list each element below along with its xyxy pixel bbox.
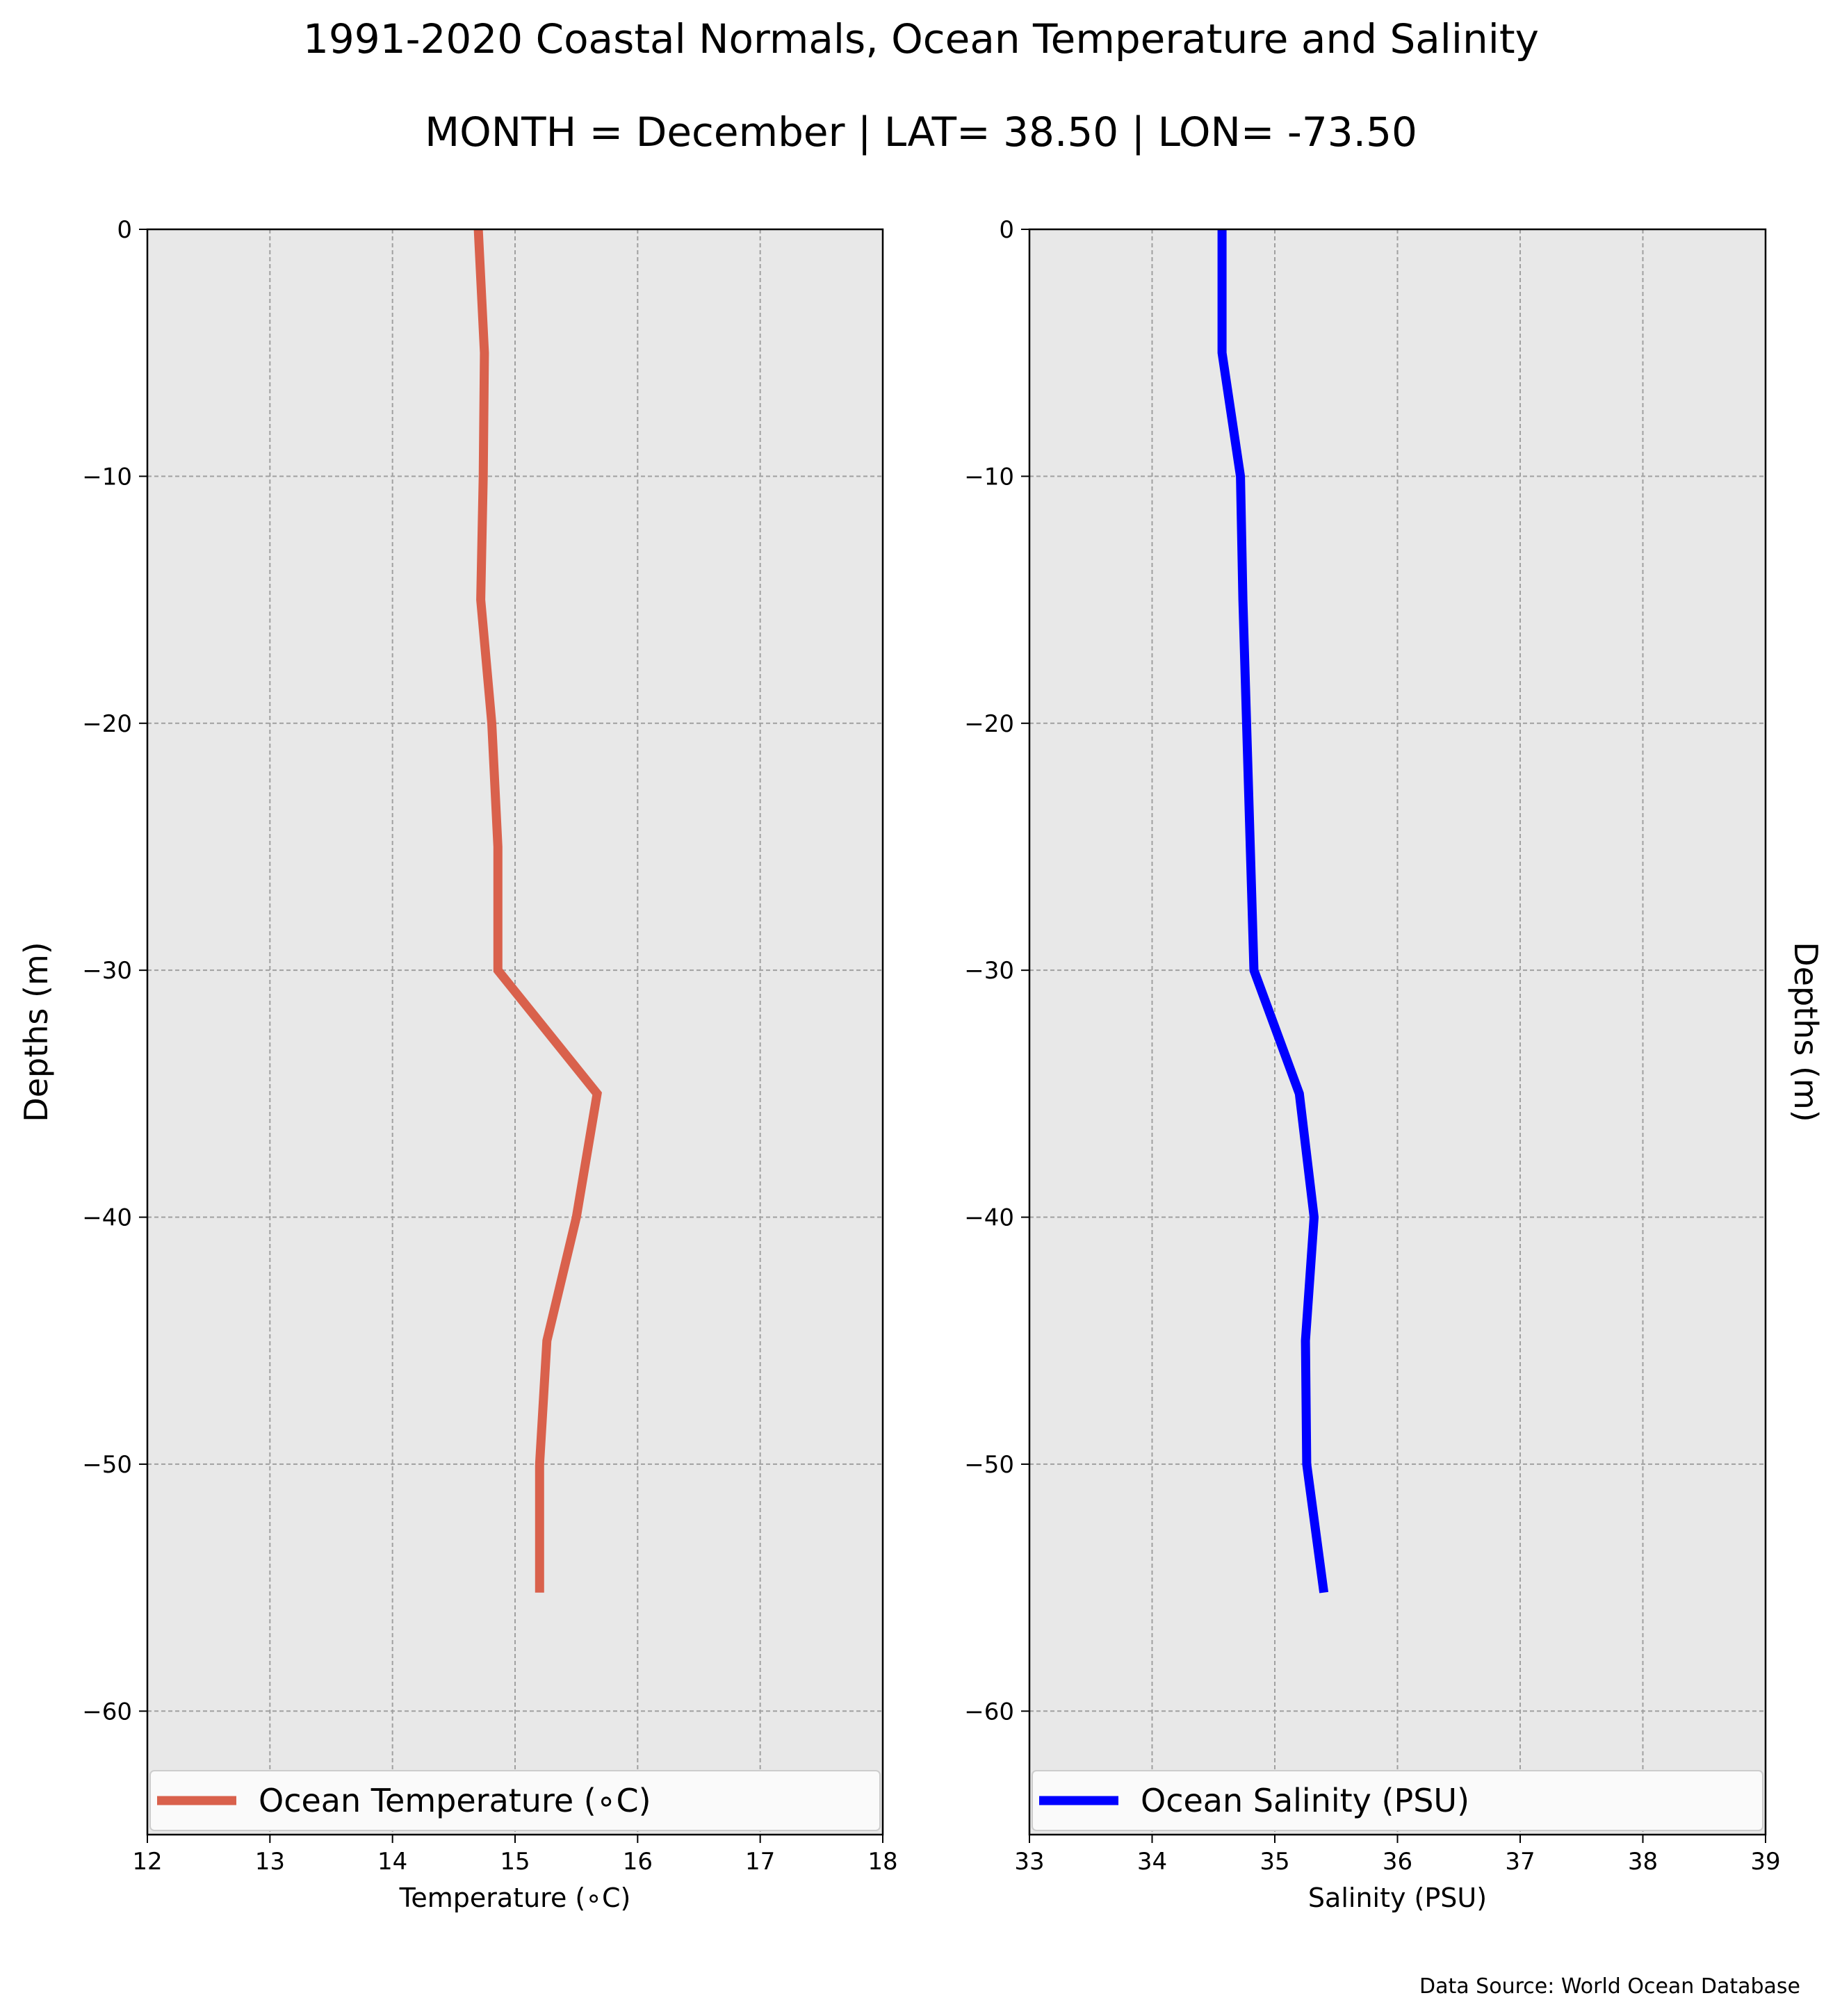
x-tick-label: 15 — [500, 1848, 530, 1876]
x-tick-label: 34 — [1137, 1848, 1167, 1876]
panel-1: Ocean Temperature (∘C) 12 13 14 15 16 17 18 0 −10… — [17, 216, 898, 1913]
panel-2: Ocean Salinity (PSU) 33 34 35 36 37 38 39 0 −10 −2… — [964, 216, 1825, 1913]
y-axis-label: Depths (m) — [17, 942, 55, 1122]
y-tick-label: −30 — [82, 957, 132, 985]
x-tick-label: 13 — [255, 1848, 285, 1876]
y-tick-label: −40 — [82, 1204, 132, 1232]
legend-label: Ocean Salinity (PSU) — [1141, 1782, 1469, 1819]
y-tick-label: −10 — [964, 463, 1014, 491]
y-tick-label: −20 — [82, 710, 132, 738]
x-tick-label: 35 — [1260, 1848, 1289, 1876]
x-axis-label: Temperature (∘C) — [399, 1883, 631, 1913]
x-axis-label: Salinity (PSU) — [1308, 1883, 1487, 1913]
data-source: Data Source: World Ocean Database — [1419, 1974, 1800, 1999]
y-tick-label: −30 — [964, 957, 1014, 985]
chart-subtitle: MONTH = December | LAT= 38.50 | LON= -73… — [425, 108, 1417, 156]
y-tick-label: −50 — [82, 1451, 132, 1479]
series-line-1 — [1217, 229, 1329, 1593]
y-axis-label: Depths (m) — [1787, 942, 1825, 1122]
x-tick-label: 33 — [1014, 1848, 1044, 1876]
x-tick-label: 16 — [623, 1848, 653, 1876]
x-tick-label: 36 — [1383, 1848, 1412, 1876]
legend-box — [1032, 1770, 1763, 1831]
y-tick-label: −50 — [964, 1451, 1014, 1479]
y-tick-label: 0 — [999, 216, 1014, 244]
y-tick-label: −40 — [964, 1204, 1014, 1232]
series-line-1 — [473, 229, 602, 1593]
legend-box — [149, 1770, 881, 1831]
x-tick-label: 39 — [1750, 1848, 1780, 1876]
y-tick-label: 0 — [117, 216, 132, 244]
x-tick-label: 38 — [1628, 1848, 1658, 1876]
legend: Ocean Temperature (∘C) — [149, 1770, 881, 1831]
y-tick-label: −60 — [964, 1698, 1014, 1726]
legend-label: Ocean Temperature (∘C) — [259, 1782, 651, 1819]
legend: Ocean Salinity (PSU) — [1032, 1770, 1763, 1831]
x-tick-label: 37 — [1505, 1848, 1535, 1876]
x-tick-label: 14 — [377, 1848, 407, 1876]
chart-title: 1991-2020 Coastal Normals, Ocean Tempera… — [303, 15, 1539, 63]
y-tick-label: −20 — [964, 710, 1014, 738]
y-tick-label: −60 — [82, 1698, 132, 1726]
x-tick-label: 17 — [745, 1848, 775, 1876]
y-tick-label: −10 — [82, 463, 132, 491]
x-tick-label: 12 — [132, 1848, 162, 1876]
chart-panels: Ocean Temperature (∘C) 12 13 14 15 16 17 18 0 −10… — [17, 216, 1825, 1913]
x-tick-label: 18 — [867, 1848, 897, 1876]
